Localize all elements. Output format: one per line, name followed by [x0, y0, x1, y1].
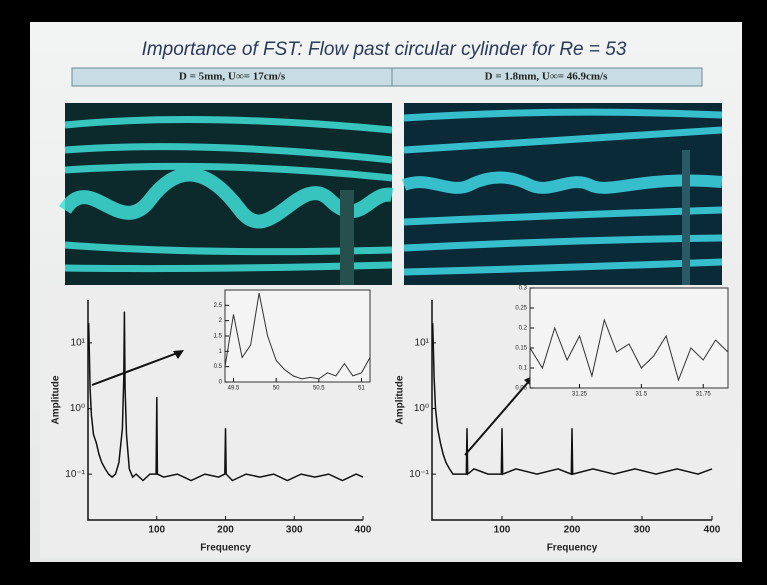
y-tick-label: 0.25 [515, 306, 527, 312]
x-tick-label: 200 [217, 525, 234, 536]
y-tick-label: 0.3 [519, 286, 528, 292]
y-tick-label: 2 [219, 318, 223, 324]
y-tick-label: 10¹ [71, 338, 86, 349]
x-tick-label: 31.75 [696, 392, 712, 398]
y-tick-label: 0.5 [214, 364, 223, 370]
x-tick-label: 100 [494, 525, 511, 536]
spectrum-line [224, 293, 371, 380]
panel-label: D = 1.8mm, U∞= 46.9cm/s [485, 71, 608, 83]
x-tick-label: 300 [634, 525, 651, 536]
y-tick-label: 0.2 [519, 326, 528, 332]
spectrum-line [529, 318, 729, 382]
panel-label: D = 5mm, U∞= 17cm/s [179, 71, 286, 83]
x-tick-label: 50 [273, 386, 280, 392]
x-tick-label: 400 [355, 525, 372, 536]
y-tick-label: 10⁻¹ [409, 469, 429, 480]
y-tick-label: 1 [219, 349, 223, 355]
arrow [91, 351, 181, 386]
x-tick-label: 100 [148, 525, 165, 536]
y-tick-label: 0.1 [519, 366, 528, 372]
y-tick-label: 0.05 [515, 386, 527, 392]
x-axis-label: Frequency [200, 543, 251, 554]
spectrum-line [87, 311, 364, 482]
x-tick-label: 400 [704, 525, 721, 536]
y-tick-label: 1.5 [214, 334, 223, 340]
x-tick-label: 31.25 [572, 392, 588, 398]
axes [431, 300, 712, 521]
y-tick-label: 0 [219, 380, 223, 386]
y-tick-label: 0.15 [515, 346, 527, 352]
axes [87, 300, 363, 521]
inset-background [529, 287, 729, 389]
spectrum-line [431, 323, 713, 476]
x-tick-label: 31.5 [636, 392, 648, 398]
arrow [464, 379, 531, 456]
y-tick-label: 10¹ [415, 338, 430, 349]
y-tick-label: 10⁻¹ [65, 469, 85, 480]
y-axis-label: Amplitude [51, 375, 62, 424]
flow-image [401, 103, 723, 285]
arrow-head [173, 350, 184, 359]
y-tick-label: 2.5 [214, 303, 223, 309]
y-tick-label: 10⁰ [414, 403, 429, 414]
x-tick-label: 49.5 [228, 386, 240, 392]
inset-background [224, 289, 371, 383]
flow-image [59, 103, 394, 285]
x-tick-label: 200 [564, 525, 581, 536]
x-tick-label: 300 [286, 525, 303, 536]
y-axis-label: Amplitude [395, 375, 406, 424]
x-tick-label: 51 [358, 386, 365, 392]
x-axis-label: Frequency [547, 543, 598, 554]
header-bar [71, 67, 703, 87]
y-tick-label: 10⁰ [70, 403, 85, 414]
slide-title: Importance of FST: Flow past circular cy… [142, 39, 627, 60]
x-tick-label: 50.5 [313, 386, 325, 392]
